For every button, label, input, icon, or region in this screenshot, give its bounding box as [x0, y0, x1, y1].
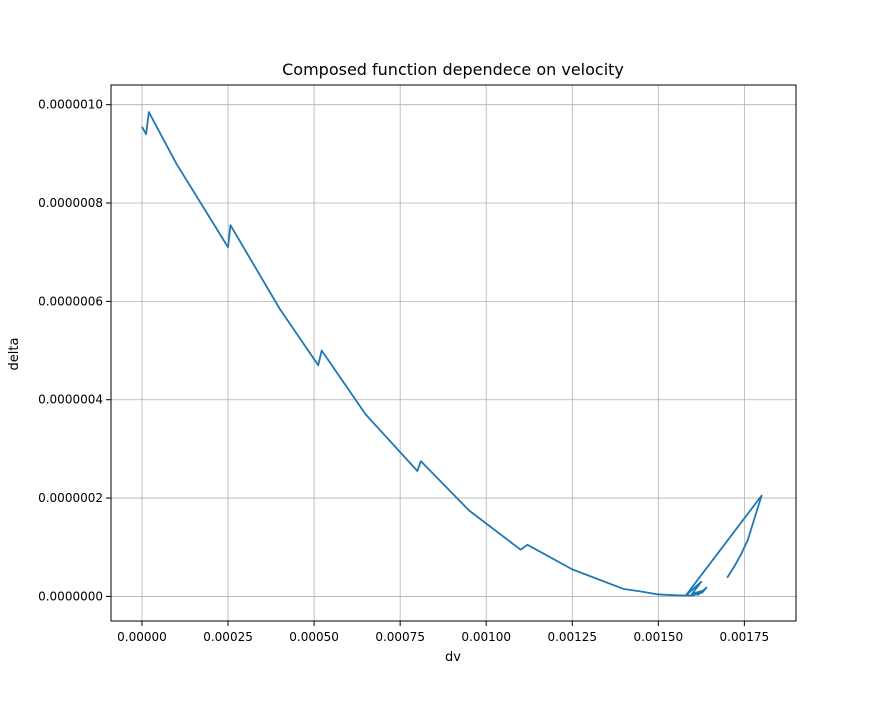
x-axis-ticks: 0.00000 0.00025 0.00050 0.00075 0.00100 0.001… — [117, 621, 769, 644]
y-tick-label: 0.0000010 — [38, 98, 103, 112]
x-tick-label: 0.00025 — [203, 630, 253, 644]
x-axis-label: dv — [445, 650, 461, 665]
chart-title: Composed function dependece on velocity — [282, 60, 624, 79]
x-tick-label: 0.00150 — [633, 630, 683, 644]
x-tick-label: 0.00050 — [289, 630, 339, 644]
x-tick-label: 0.00175 — [720, 630, 770, 644]
y-axis-label: delta — [7, 338, 22, 371]
series-line — [141, 111, 763, 597]
series-lines — [141, 111, 763, 597]
x-tick-label: 0.00075 — [375, 630, 425, 644]
y-tick-label: 0.0000004 — [38, 393, 103, 407]
y-tick-label: 0.0000006 — [38, 294, 103, 308]
plot-area-frame — [110, 84, 797, 622]
y-tick-label: 0.0000002 — [38, 491, 103, 505]
x-tick-label: 0.00000 — [117, 630, 167, 644]
x-tick-label: 0.00125 — [547, 630, 597, 644]
y-tick-label: 0.0000000 — [38, 589, 103, 603]
y-tick-label: 0.0000008 — [38, 196, 103, 210]
grid — [111, 85, 796, 621]
x-tick-label: 0.00100 — [461, 630, 511, 644]
y-axis-ticks: 0.0000000 0.0000002 0.0000004 0.0000006 0.00… — [38, 98, 111, 603]
